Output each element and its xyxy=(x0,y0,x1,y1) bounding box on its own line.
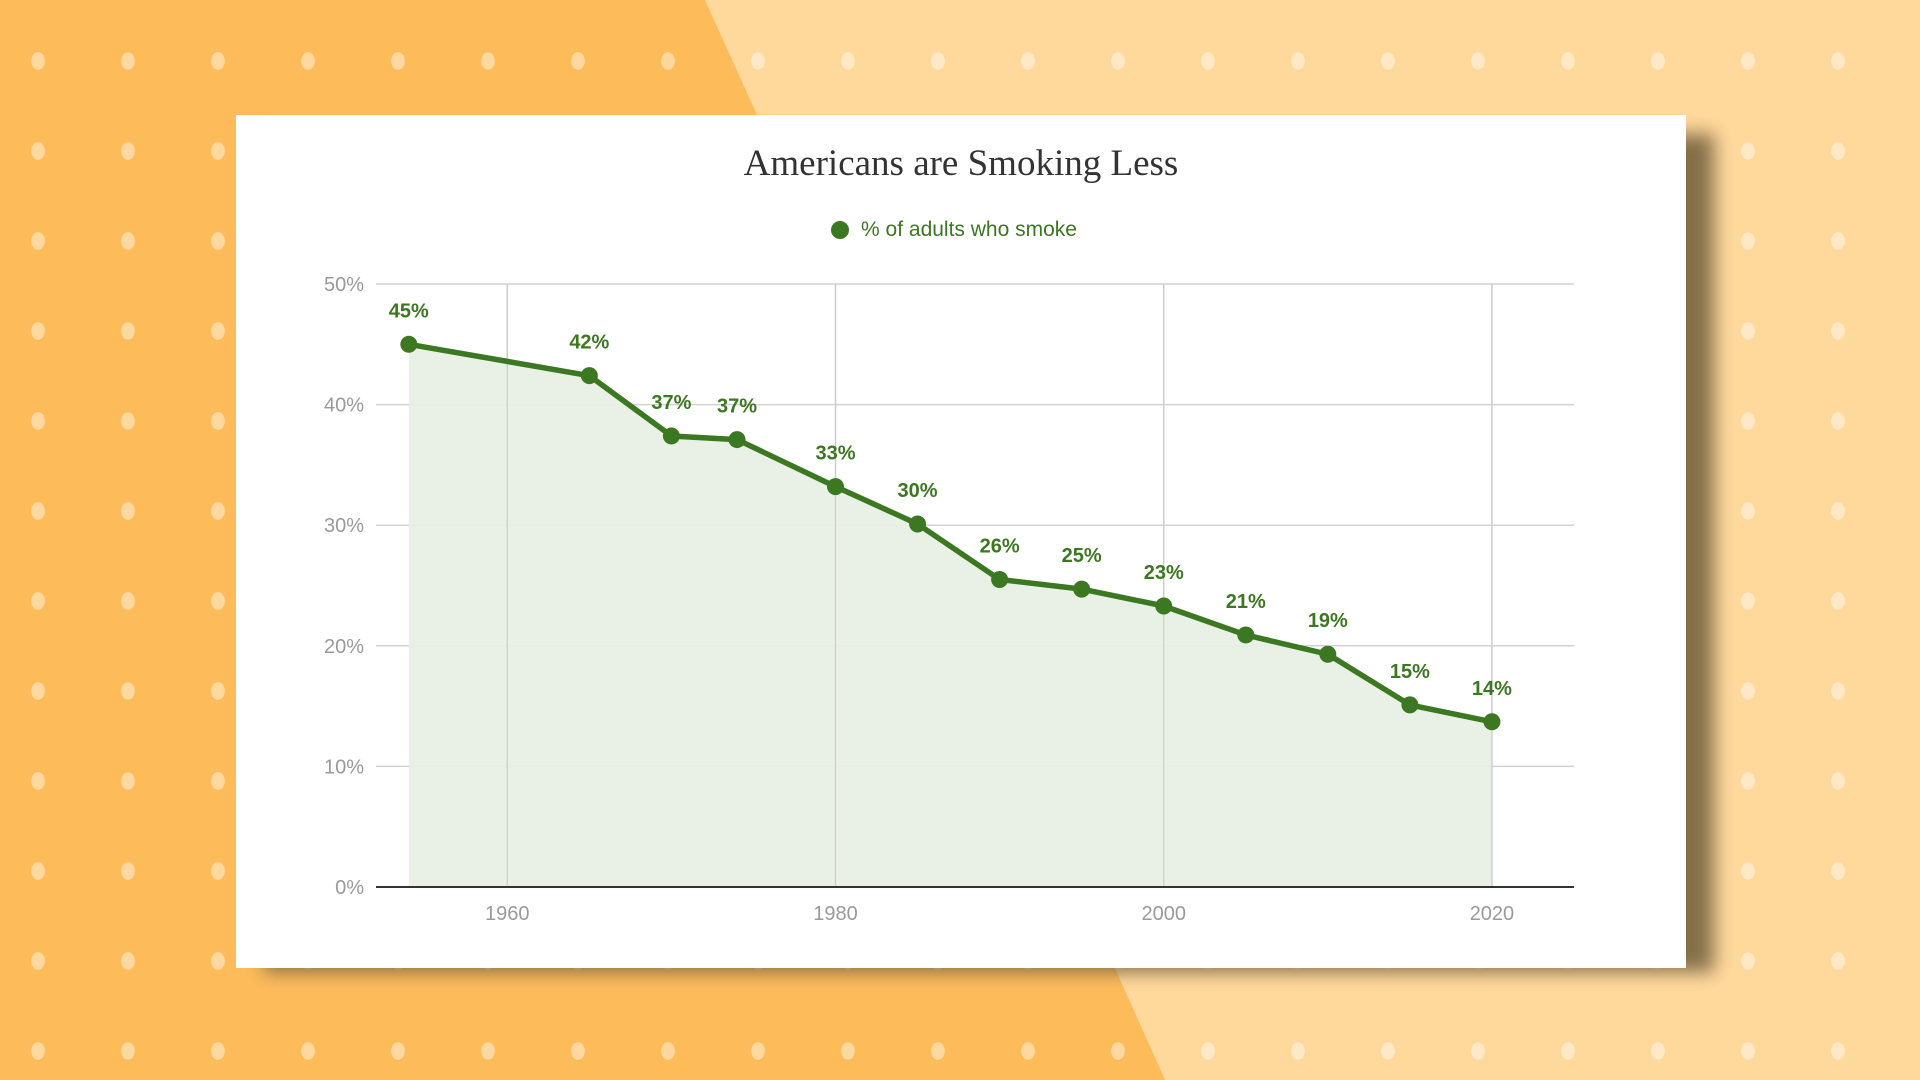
data-point xyxy=(991,570,1009,588)
data-label: 26% xyxy=(980,535,1020,557)
data-label: 45% xyxy=(389,300,429,322)
data-label: 15% xyxy=(1390,661,1430,683)
x-tick-label: 1980 xyxy=(813,903,858,925)
chart-card: Americans are Smoking Less % of adults w… xyxy=(236,115,1686,968)
x-tick-label: 2000 xyxy=(1141,903,1186,925)
data-point xyxy=(1319,645,1337,663)
data-point xyxy=(728,431,746,449)
legend-label: % of adults who smoke xyxy=(861,218,1077,241)
x-tick-label: 2020 xyxy=(1470,903,1515,925)
data-label: 30% xyxy=(898,480,938,502)
data-point xyxy=(1073,580,1091,598)
data-point xyxy=(827,478,845,496)
data-label: 23% xyxy=(1144,562,1184,584)
data-point xyxy=(1237,626,1255,644)
data-point xyxy=(580,367,598,385)
data-point xyxy=(662,427,680,445)
y-tick-label: 40% xyxy=(324,395,364,417)
data-label: 21% xyxy=(1226,591,1266,613)
data-point xyxy=(400,335,418,353)
y-tick-label: 10% xyxy=(324,756,364,778)
chart-legend: % of adults who smoke xyxy=(236,215,1686,245)
legend-marker-icon xyxy=(831,221,850,239)
data-point xyxy=(909,515,927,533)
data-label: 14% xyxy=(1472,678,1512,700)
data-label: 37% xyxy=(651,392,691,414)
data-point xyxy=(1401,696,1419,714)
data-point xyxy=(1155,597,1173,615)
data-label: 42% xyxy=(569,332,609,354)
series-area xyxy=(408,344,1492,887)
data-label: 33% xyxy=(815,443,855,465)
data-label: 19% xyxy=(1308,610,1348,632)
y-tick-label: 0% xyxy=(335,877,364,899)
data-label: 25% xyxy=(1062,545,1102,567)
line-chart: 0% 10% 20% 30% 40% 50% 1960 1980 2000 2020 45% 42% 3… xyxy=(324,274,1574,925)
y-tick-label: 20% xyxy=(324,636,364,658)
data-point xyxy=(1483,713,1501,731)
x-tick-label: 1960 xyxy=(485,903,530,925)
y-tick-label: 50% xyxy=(324,274,364,296)
data-label: 37% xyxy=(717,396,757,418)
chart-title: Americans are Smoking Less xyxy=(743,143,1179,184)
y-tick-label: 30% xyxy=(324,515,364,537)
